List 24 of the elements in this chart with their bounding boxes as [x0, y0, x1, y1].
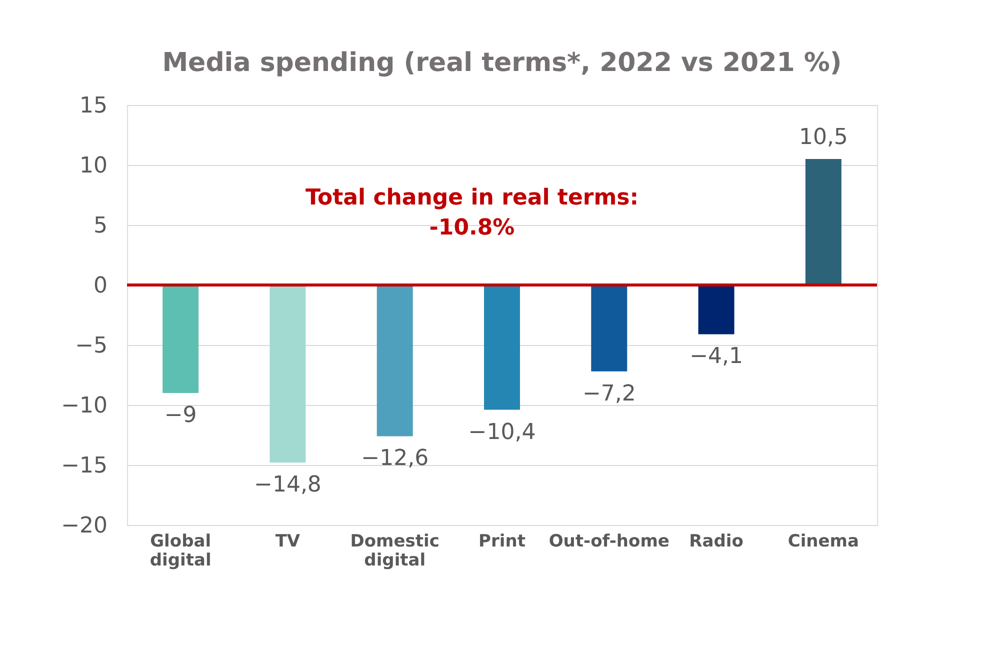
annotation: Total change in real terms: -10.8% [305, 185, 639, 240]
x-tick-label: Out-of-home [548, 532, 670, 552]
x-tick-label: Domestic digital [350, 532, 440, 570]
y-tick-label: −15 [61, 454, 108, 478]
y-tick-label: 5 [94, 214, 108, 238]
y-tick-label: 0 [94, 274, 108, 298]
y-tick-label: −10 [61, 394, 108, 418]
y-tick-label: −5 [75, 334, 108, 358]
y-tick-label: 10 [80, 154, 108, 178]
x-tick-label: Radio [689, 532, 744, 552]
y-tick-label: 15 [80, 94, 108, 118]
data-label: −4,1 [690, 344, 743, 370]
y-tick-label: −20 [61, 514, 108, 538]
x-tick-label: TV [275, 532, 301, 552]
chart-title: Media spending (real terms*, 2022 vs 2021 %) [162, 48, 842, 78]
data-label: −14,8 [254, 472, 322, 498]
data-label: −7,2 [582, 381, 636, 406]
x-tick-label: Global digital [150, 532, 212, 570]
x-tick-label: Cinema [788, 532, 859, 552]
data-label: −12,6 [361, 446, 429, 472]
data-label: −10,4 [468, 420, 536, 445]
data-label: 10,5 [798, 125, 848, 150]
data-label: −9 [164, 403, 197, 428]
x-tick-label: Print [478, 532, 526, 552]
